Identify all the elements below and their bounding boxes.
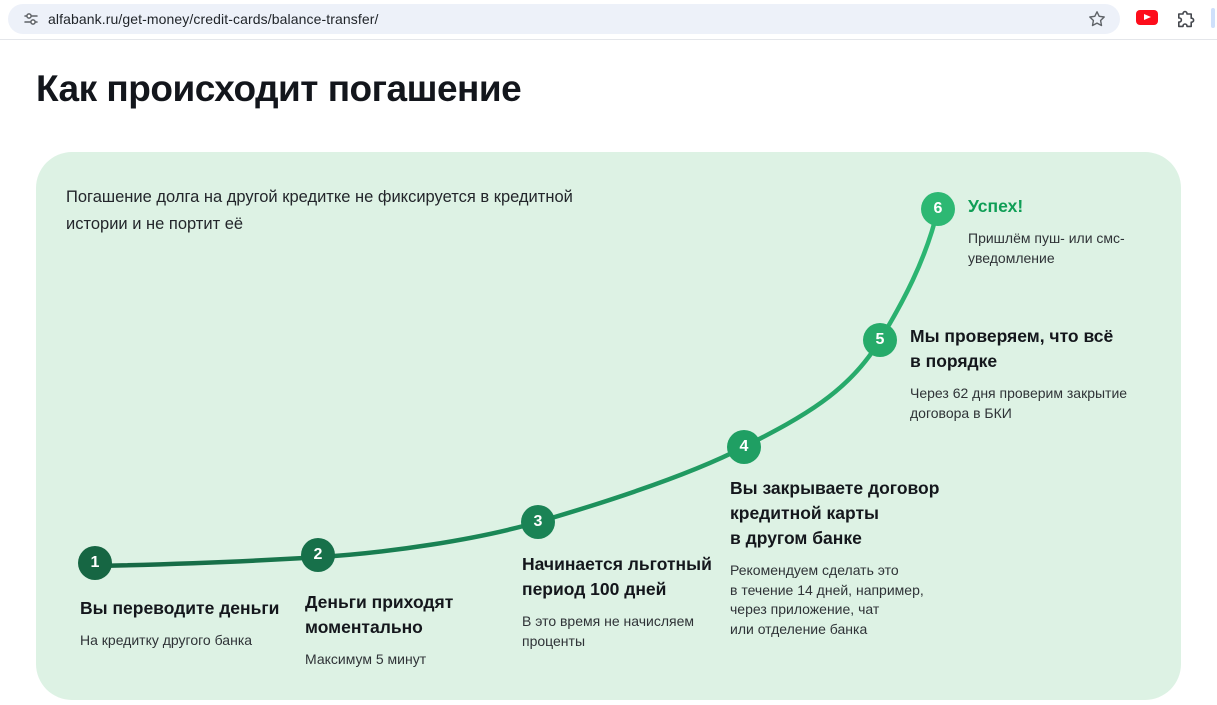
- step-2-description: Максимум 5 минут: [305, 651, 427, 667]
- step-3-marker: 3: [521, 505, 555, 539]
- step-2-text: Деньги приходят моментально Максимум 5 м…: [305, 590, 453, 670]
- step-6-title: Успех!: [968, 196, 1024, 216]
- side-panel-edge: [1211, 8, 1215, 28]
- step-1-title: Вы переводите деньги: [80, 598, 280, 618]
- extensions-button[interactable]: [1173, 7, 1199, 33]
- step-6-description: Пришлём пуш- или смс- уведомление: [968, 230, 1125, 266]
- address-bar[interactable]: alfabank.ru/get-money/credit-cards/balan…: [8, 4, 1120, 34]
- step-2-marker: 2: [301, 538, 335, 572]
- step-6-text: Успех! Пришлём пуш- или смс- уведомление: [968, 194, 1125, 268]
- step-5-title: Мы проверяем, что всё в порядке: [910, 326, 1114, 371]
- panel-intro-text: Погашение долга на другой кредитке не фи…: [66, 188, 573, 233]
- step-5-description: Через 62 дня проверим закрытие договора …: [910, 385, 1128, 421]
- star-icon: [1089, 11, 1105, 27]
- url-text[interactable]: alfabank.ru/get-money/credit-cards/balan…: [48, 11, 379, 27]
- youtube-extension-icon[interactable]: [1136, 10, 1158, 25]
- step-4-marker: 4: [727, 430, 761, 464]
- step-6-marker: 6: [921, 192, 955, 226]
- step-5-marker: 5: [863, 323, 897, 357]
- extensions-puzzle-icon: [1178, 10, 1195, 28]
- bookmark-star-button[interactable]: [1080, 4, 1114, 34]
- step-2-title: Деньги приходят моментально: [305, 592, 454, 637]
- step-3-title: Начинается льготный период 100 дней: [522, 554, 712, 599]
- step-4-text: Вы закрываете договор кредитной карты в …: [730, 476, 939, 639]
- step-4-description: Рекомендуем сделать это в течение 14 дне…: [730, 562, 924, 637]
- site-info-button[interactable]: [14, 4, 48, 34]
- step-1-text: Вы переводите деньги На кредитку другого…: [80, 596, 279, 651]
- browser-toolbar: alfabank.ru/get-money/credit-cards/balan…: [0, 0, 1217, 40]
- step-1-description: На кредитку другого банка: [80, 632, 253, 648]
- step-3-text: Начинается льготный период 100 дней В эт…: [522, 552, 712, 651]
- repayment-steps-panel: Погашение долга на другой кредитке не фи…: [36, 152, 1181, 700]
- step-4-title: Вы закрываете договор кредитной карты в …: [730, 478, 940, 548]
- step-1-marker: 1: [78, 546, 112, 580]
- step-3-description: В это время не начисляем проценты: [522, 613, 694, 649]
- site-info-icon: [24, 13, 38, 25]
- step-5-text: Мы проверяем, что всё в порядке Через 62…: [910, 324, 1127, 423]
- page-title: Как происходит погашение: [36, 68, 522, 109]
